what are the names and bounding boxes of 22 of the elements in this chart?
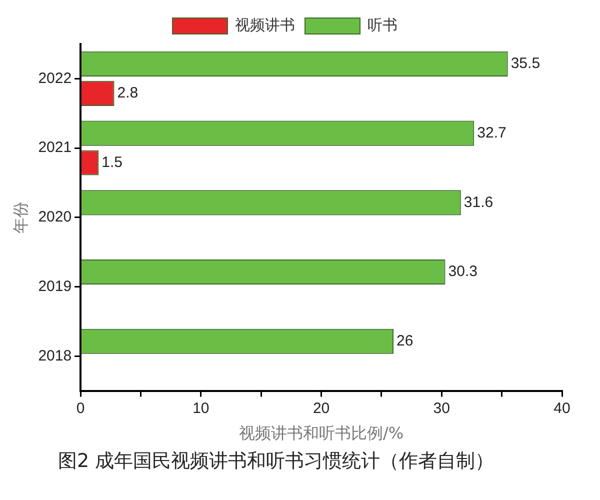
data-label: 32.7 xyxy=(477,124,506,142)
legend-label: 视频讲书 xyxy=(235,16,295,34)
y-tick-label: 2021 xyxy=(38,139,72,156)
y-tick-label: 2019 xyxy=(38,278,72,295)
x-tick-label: 20 xyxy=(312,400,330,417)
data-label: 2.8 xyxy=(117,84,138,102)
x-tick-label: 0 xyxy=(76,400,85,417)
x-tick-label: 30 xyxy=(433,400,450,417)
y-tick-label: 2018 xyxy=(38,347,72,364)
legend-label: 听书 xyxy=(368,16,398,34)
y-axis-title: 年份 xyxy=(10,201,30,234)
data-label: 30.3 xyxy=(448,263,478,280)
x-tick-label: 40 xyxy=(554,400,570,417)
data-label: 1.5 xyxy=(102,154,122,171)
data-label: 31.6 xyxy=(464,194,494,211)
data-label: 35.5 xyxy=(510,55,540,72)
y-tick-label: 2022 xyxy=(38,70,72,87)
y-tick-label: 2020 xyxy=(38,208,72,226)
data-label: 26 xyxy=(396,332,414,350)
caption: 图2 成年国民视频讲书和听书习惯统计（作者自制） xyxy=(57,449,496,474)
x-tick-label: 10 xyxy=(192,400,210,417)
x-axis-title: 视频讲书和听书比例/% xyxy=(238,424,404,443)
